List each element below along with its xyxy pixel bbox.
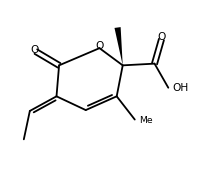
Polygon shape — [114, 27, 123, 65]
Text: OH: OH — [173, 83, 189, 93]
Text: O: O — [95, 41, 104, 51]
Text: O: O — [158, 32, 166, 42]
Text: Me: Me — [139, 116, 153, 125]
Text: O: O — [31, 45, 39, 55]
